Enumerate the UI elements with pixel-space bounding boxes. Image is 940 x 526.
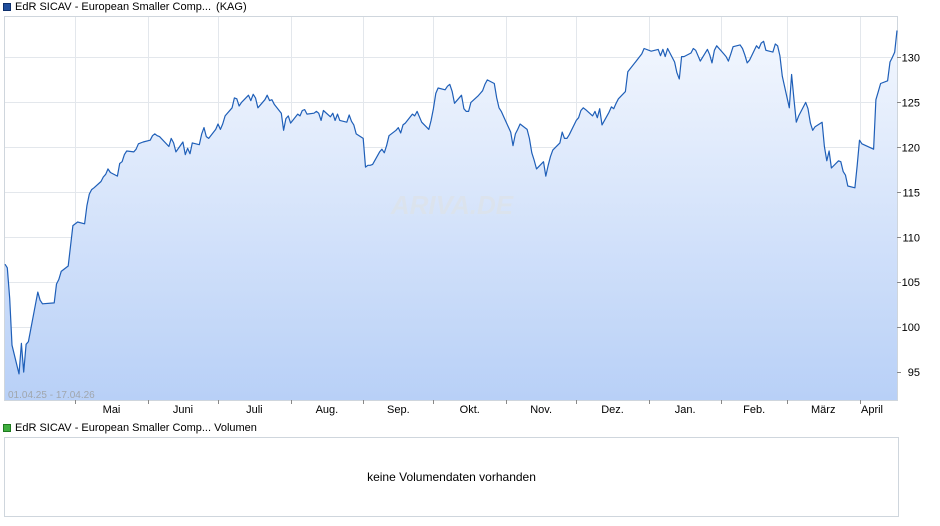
- price-legend: EdR SICAV - European Smaller Comp... (KA…: [3, 0, 247, 14]
- x-tick-label: Nov.: [530, 404, 552, 416]
- x-tick-label: Aug.: [316, 404, 339, 416]
- y-tick-label: 95: [908, 367, 920, 379]
- price-line: [4, 30, 898, 375]
- price-legend-swatch: [3, 3, 11, 11]
- price-area: [5, 30, 897, 400]
- volume-legend: EdR SICAV - European Smaller Comp... Vol…: [3, 421, 257, 435]
- volume-legend-swatch: [3, 424, 11, 432]
- y-tick-label: 100: [902, 322, 920, 334]
- y-tick-label: 110: [902, 232, 920, 244]
- x-tick-label: Mai: [103, 404, 121, 416]
- price-legend-suffix: (KAG): [216, 1, 247, 13]
- y-tick-label: 120: [902, 142, 920, 154]
- x-tick-label: Feb.: [743, 404, 765, 416]
- x-tick-label: März: [811, 404, 835, 416]
- x-tick-label: April: [861, 404, 883, 416]
- y-axis: 95 100 105 110 115 120 125 130: [897, 52, 920, 379]
- y-tick-label: 125: [902, 97, 920, 109]
- x-tick-label: Okt.: [460, 404, 480, 416]
- y-tick-label: 130: [902, 52, 920, 64]
- x-tick-label: Juli: [246, 404, 263, 416]
- x-tick-label: Dez.: [601, 404, 624, 416]
- watermark: ARIVA.DE: [390, 190, 514, 220]
- price-legend-title: EdR SICAV - European Smaller Comp...: [15, 1, 212, 13]
- volume-empty-message: keine Volumendaten vorhanden: [367, 470, 536, 484]
- volume-legend-title: EdR SICAV - European Smaller Comp... Vol…: [15, 422, 257, 434]
- date-range-label: 01.04.25 - 17.04.26: [8, 390, 95, 401]
- x-axis: Mai Juni Juli Aug. Sep. Okt. Nov. Dez. Jan. Feb. M…: [75, 400, 883, 416]
- volume-panel: keine Volumendaten vorhanden: [4, 437, 899, 517]
- x-tick-label: Jan.: [675, 404, 696, 416]
- y-tick-label: 115: [902, 187, 920, 199]
- x-tick-label: Sep.: [387, 404, 410, 416]
- price-chart: ARIVA.DE 01.04.25 - 17.04.26 95 100 105 110…: [4, 16, 920, 416]
- y-tick-label: 105: [902, 277, 920, 289]
- x-tick-label: Juni: [173, 404, 193, 416]
